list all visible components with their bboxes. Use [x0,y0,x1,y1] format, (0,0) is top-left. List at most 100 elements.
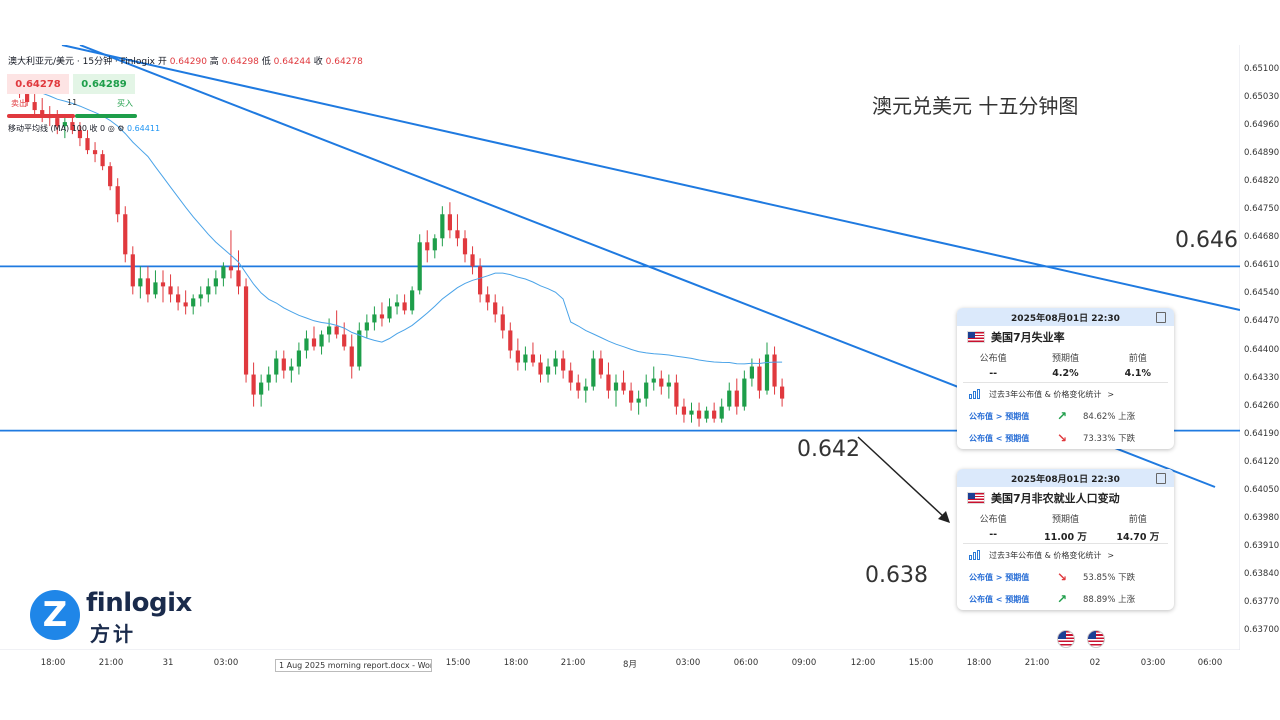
logo-mark: Z [30,590,80,640]
candle-body [108,166,113,187]
candle-body [591,358,596,387]
candle-body [417,242,422,291]
candle-body [357,330,362,367]
candle-body [243,286,249,375]
candle-body [342,334,347,347]
candle-body [55,118,60,127]
candle-body [25,94,30,103]
card-datetime: 2025年08月01日 22:30 [957,469,1174,487]
card-title-text: 美国7月失业率 [991,331,1065,344]
candle-body [651,378,656,383]
time-tick-label: 21:00 [560,658,586,668]
candle-body [734,390,739,407]
settings-icon[interactable]: ⚙ [117,124,125,133]
candle-body [500,314,505,331]
candle-body [379,314,385,319]
candle-body [764,354,770,391]
candle-body [183,302,188,307]
divider [963,543,1168,544]
candle-body [138,278,143,287]
ma-legend[interactable]: 移动平均线 (MA) 100 收 0 ◎ ⚙ 0.64411 [8,123,160,134]
history-text: 过去3年公布值 & 价格变化统计 [989,550,1102,560]
candle-body [606,374,611,391]
candle-body [561,358,566,371]
price-tick-label: 0.64960 [1244,120,1280,131]
low-label: 低 [261,57,271,67]
candle-body [327,326,332,335]
us-flag-icon[interactable] [1087,630,1105,648]
candle-body [719,406,724,419]
time-tick-label: 18:00 [503,658,529,668]
candle-body [311,338,317,347]
stat-row: 公布值 < 预期值 ↘ 73.33% 下跌 [957,427,1174,449]
event-card-nonfarm[interactable]: 2025年08月01日 22:30 美国7月非农就业人口变动 公布值 -- 预期值… [957,469,1174,610]
candle-body [432,238,437,251]
time-tick-label: 12:00 [850,658,876,668]
card-title: 美国7月非农就业人口变动 [957,487,1174,509]
clipboard-icon[interactable] [1156,473,1166,484]
taskbar-tab[interactable]: 1 Aug 2025 morning report.docx - Word [275,659,432,672]
candle-body [153,282,158,295]
price-tick-label: 0.64050 [1244,484,1280,495]
previous-label: 前值 [1128,515,1147,525]
history-link[interactable]: 过去3年公布值 & 价格变化统计 > [957,383,1174,405]
forecast-label: 预期值 [1051,515,1079,525]
previous-value: 14.70 万 [1116,532,1160,543]
us-flag-icon [967,331,985,343]
candle-body [659,378,664,387]
sell-bar [7,114,75,118]
sell-button[interactable]: 0.64278 [7,74,69,94]
candle-body [757,366,762,391]
chart-area[interactable] [0,45,1240,650]
candle-body [349,346,354,367]
trend-down-icon: ↘ [1057,570,1068,584]
candle-body [470,254,475,267]
trendline-upper [61,45,1240,311]
time-tick-label: 03:00 [213,658,239,668]
time-tick-label: 15:00 [445,658,471,668]
candle-body [553,358,558,367]
candle-body [160,282,166,287]
eye-icon[interactable]: ◎ [107,124,115,133]
price-tick-label: 0.64750 [1244,204,1280,215]
time-tick-label: 15:00 [908,658,934,668]
clipboard-icon[interactable] [1156,312,1166,323]
candle-body [621,382,626,391]
time-tick-label: 03:00 [675,658,701,668]
us-flag-icon[interactable] [1057,630,1075,648]
low-value: 0.64244 [273,57,311,67]
arrowhead-icon [938,511,950,523]
time-tick-label: 03:00 [1140,658,1166,668]
candle-body [440,214,445,239]
trade-panel: 0.64278 0.64289 卖出 11 买入 [7,74,137,120]
stat-value: 73.33% 下跌 [1083,434,1136,444]
level-label-642: 0.642 [797,437,860,462]
stat-label: 公布值 > 预期值 [969,572,1030,582]
us-flag-icon [967,492,985,504]
event-card-unemployment[interactable]: 2025年08月01日 22:30 美国7月失业率 公布值 -- 预期值 4.2% … [957,308,1174,449]
candle-body [462,238,468,255]
buy-button[interactable]: 0.64289 [73,74,135,94]
price-tick-label: 0.63770 [1244,596,1280,607]
time-tick-label: 09:00 [791,658,817,668]
candle-body [689,410,694,415]
price-tick-label: 0.64610 [1244,260,1280,271]
candle-body [387,306,392,319]
history-link[interactable]: 过去3年公布值 & 价格变化统计 > [957,544,1174,566]
card-title-text: 美国7月非农就业人口变动 [991,492,1120,505]
stat-label: 公布值 < 预期值 [969,594,1030,604]
bar-chart-icon [969,550,981,560]
candle-body [568,370,573,383]
time-tick-label: 8月 [623,660,637,670]
close-value: 0.64278 [325,57,363,67]
card-datetime: 2025年08月01日 22:30 [957,308,1174,326]
card-title: 美国7月失业率 [957,326,1174,348]
level-label-638: 0.638 [865,563,928,588]
price-chart[interactable] [0,45,1240,650]
price-tick-label: 0.64470 [1244,316,1280,327]
finlogix-logo: Z finlogix 方计 [30,588,192,646]
candle-body [70,122,75,131]
candle-body [123,214,128,255]
candle-body [644,382,649,399]
moving-average-line [11,77,783,365]
